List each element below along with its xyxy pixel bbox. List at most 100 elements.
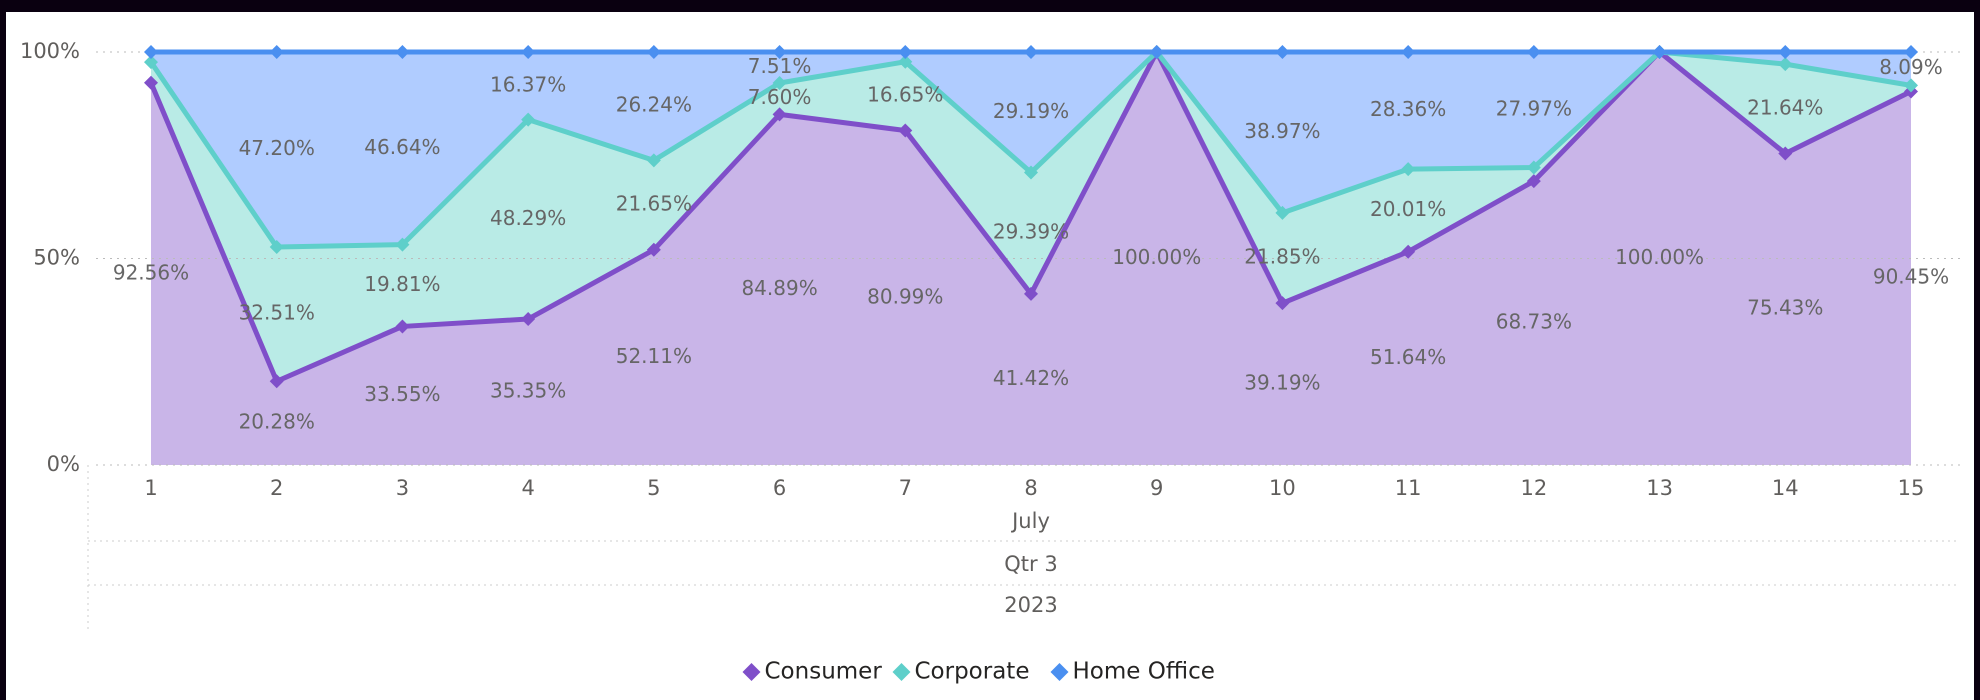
marker <box>269 239 284 254</box>
x-tick-label: 15 <box>1898 476 1925 500</box>
x-tick-label: 1 <box>144 476 157 500</box>
marker <box>772 45 787 59</box>
data-label: 21.65% <box>616 192 692 216</box>
y-tick-label: 0% <box>47 452 80 476</box>
data-label: 26.24% <box>616 93 692 117</box>
data-label: 75.43% <box>1747 296 1823 320</box>
marker <box>646 153 661 168</box>
data-label: 80.99% <box>867 284 943 308</box>
marker <box>1904 78 1918 93</box>
x-tick-label: 8 <box>1024 476 1037 500</box>
data-label: 27.97% <box>1496 96 1572 120</box>
marker <box>772 76 787 91</box>
marker <box>1778 57 1793 72</box>
area-fill <box>151 52 1911 465</box>
marker <box>1024 165 1038 180</box>
data-label: 29.19% <box>993 99 1069 123</box>
marker <box>1526 45 1541 59</box>
x-tick-label: 2 <box>270 476 283 500</box>
data-label: 90.45% <box>1873 265 1949 289</box>
marker <box>395 319 410 334</box>
marker <box>1024 45 1038 59</box>
marker <box>1275 205 1290 220</box>
data-label: 16.37% <box>490 72 566 96</box>
top-bar <box>0 0 1980 12</box>
marker <box>646 45 661 59</box>
data-label: 100.00% <box>1112 245 1201 269</box>
data-label: 21.64% <box>1747 95 1823 119</box>
marker <box>1526 160 1541 175</box>
marker <box>521 112 536 127</box>
marker <box>1275 44 1290 59</box>
data-label: 8.09% <box>1879 55 1943 79</box>
legend-label: Home Office <box>1073 659 1215 685</box>
x-tick-label: 5 <box>647 476 660 500</box>
data-label: 20.01% <box>1370 197 1446 221</box>
marker <box>1652 45 1667 59</box>
marker <box>144 75 158 90</box>
marker <box>395 237 410 252</box>
marker <box>646 242 661 257</box>
marker <box>1275 296 1290 311</box>
data-label: 28.36% <box>1370 97 1446 121</box>
data-label: 21.85% <box>1244 245 1320 269</box>
marker <box>269 45 284 60</box>
legend-marker <box>1050 663 1069 681</box>
x-level-label: 2023 <box>1004 593 1057 617</box>
data-label: 7.60% <box>748 85 812 109</box>
marker <box>1778 45 1793 59</box>
marker <box>1904 45 1918 59</box>
marker <box>144 55 158 70</box>
data-label: 51.64% <box>1370 345 1446 369</box>
marker <box>1778 146 1793 161</box>
area-fill <box>151 51 1911 247</box>
x-tick-label: 6 <box>773 476 786 500</box>
marker <box>898 54 913 69</box>
data-label: 84.89% <box>741 276 817 300</box>
marker <box>521 312 536 327</box>
x-tick-label: 13 <box>1646 476 1673 500</box>
left-border <box>0 0 6 700</box>
y-tick-label: 50% <box>33 246 80 270</box>
data-label: 41.42% <box>993 366 1069 390</box>
marker <box>1149 45 1164 59</box>
marker <box>1401 244 1416 259</box>
marker <box>898 123 913 138</box>
marker <box>1401 162 1416 177</box>
x-tick-label: 10 <box>1269 476 1296 500</box>
legend-marker <box>892 663 911 681</box>
data-label: 33.55% <box>364 382 440 406</box>
x-tick-label: 12 <box>1520 476 1547 500</box>
marker <box>898 45 913 59</box>
data-label: 35.35% <box>490 379 566 403</box>
data-label: 7.51% <box>748 54 812 78</box>
marker <box>521 44 536 59</box>
x-tick-label: 14 <box>1772 476 1799 500</box>
right-border <box>1974 0 1980 700</box>
marker <box>1526 174 1541 189</box>
legend-label: Consumer <box>765 659 883 685</box>
data-label: 29.39% <box>993 220 1069 244</box>
data-label: 52.11% <box>616 344 692 368</box>
x-tick-label: 4 <box>521 476 534 500</box>
data-label: 16.65% <box>867 83 943 107</box>
x-level-label: Qtr 3 <box>1004 552 1057 576</box>
legend-marker <box>742 663 761 681</box>
marker <box>269 374 284 389</box>
marker <box>395 45 410 59</box>
x-level-label: July <box>1010 509 1050 533</box>
data-label: 48.29% <box>490 206 566 230</box>
y-tick-label: 100% <box>20 39 80 63</box>
data-label: 92.56% <box>113 260 189 284</box>
legend-label: Corporate <box>915 659 1030 685</box>
x-tick-label: 9 <box>1150 476 1163 500</box>
data-label: 32.51% <box>239 301 315 325</box>
data-label: 68.73% <box>1496 310 1572 334</box>
x-tick-label: 11 <box>1395 476 1422 500</box>
data-label: 100.00% <box>1615 245 1704 269</box>
data-label: 19.81% <box>364 272 440 296</box>
marker <box>772 107 787 122</box>
data-label: 47.20% <box>239 136 315 160</box>
marker <box>1401 44 1416 59</box>
marker <box>144 45 158 59</box>
